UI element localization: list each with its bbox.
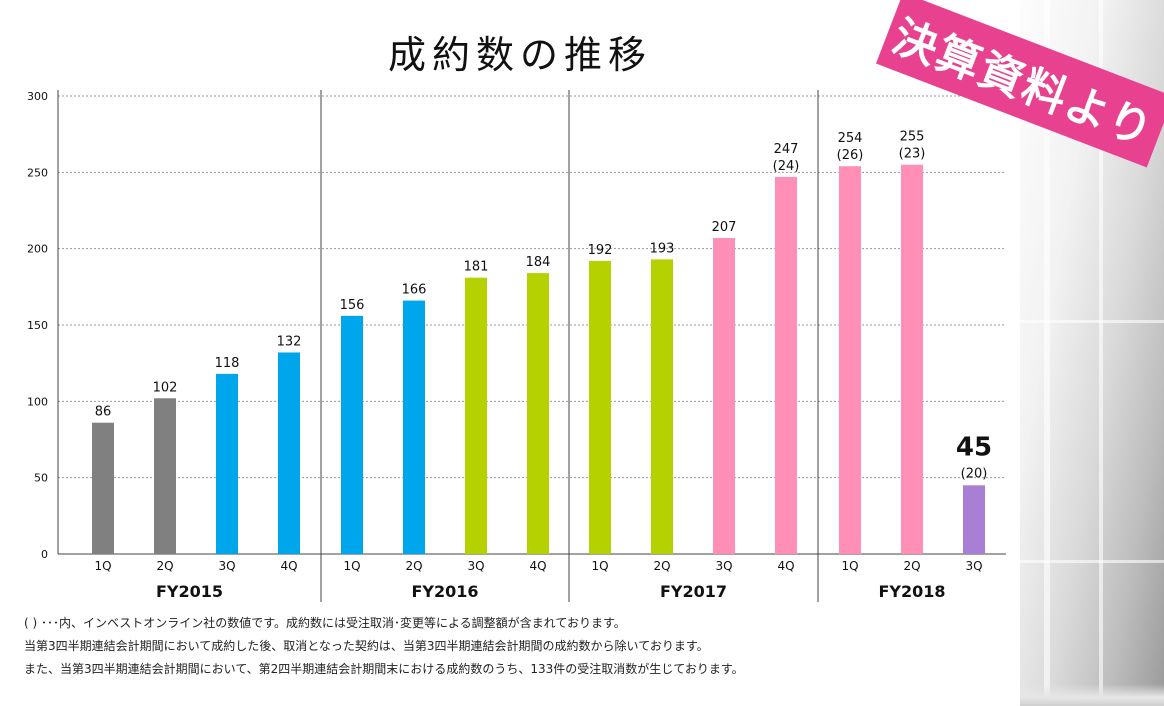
bar-value-label: 193	[650, 241, 675, 256]
bar-value-label: 156	[340, 298, 365, 313]
y-tick-label: 150	[27, 319, 48, 332]
x-tick-label: 3Q	[715, 559, 732, 573]
x-tick-label: 4Q	[777, 559, 794, 573]
bar	[216, 373, 238, 554]
bar	[527, 273, 549, 554]
x-tick-label: 3Q	[218, 559, 235, 573]
bar	[403, 300, 425, 554]
bar-value-label: 247	[774, 142, 799, 157]
footnotes: ( ) ･･･内、インベストオンライン社の数値です。成約数には受注取消･変更等に…	[24, 612, 1004, 681]
bar	[713, 237, 735, 555]
chart-title: 成約数の推移	[387, 33, 652, 77]
bar-sub-label: (20)	[961, 466, 988, 481]
bar	[963, 485, 985, 554]
x-tick-label: 2Q	[156, 559, 173, 573]
footnote: ( ) ･･･内、インベストオンライン社の数値です。成約数には受注取消･変更等に…	[24, 616, 626, 630]
bar	[839, 166, 861, 554]
bar-sub-label: (23)	[899, 147, 926, 162]
x-tick-label: 2Q	[653, 559, 670, 573]
bar-value-label: 254	[838, 131, 863, 146]
x-tick-label: 1Q	[343, 559, 360, 573]
bar	[589, 260, 611, 554]
bar-value-label: 166	[402, 283, 427, 298]
x-tick-label: 1Q	[94, 559, 111, 573]
x-tick-label: 3Q	[467, 559, 484, 573]
y-tick-label: 200	[27, 243, 48, 256]
bar	[154, 398, 176, 554]
bar	[278, 352, 300, 554]
x-tick-label: 3Q	[965, 559, 982, 573]
group-label: FY2017	[660, 582, 727, 601]
group-label: FY2018	[878, 582, 945, 601]
bar	[651, 259, 673, 554]
bar-value-label: 86	[95, 405, 112, 420]
x-tick-label: 4Q	[529, 559, 546, 573]
bar-value-label: 132	[277, 334, 302, 349]
x-tick-label: 4Q	[280, 559, 297, 573]
bar	[92, 422, 114, 554]
bar-value-label: 184	[526, 255, 551, 270]
bar	[775, 176, 797, 554]
bar-sub-label: (26)	[837, 148, 864, 163]
y-tick-label: 100	[27, 395, 48, 408]
group-label: FY2016	[411, 582, 478, 601]
footnote: また、当第3四半期連結会計期間において、第2四半期連結会計期間末における成約数の…	[24, 662, 744, 676]
y-tick-label: 0	[41, 548, 48, 561]
bar-value-label: 255	[900, 130, 925, 145]
y-tick-label: 250	[27, 166, 48, 179]
bar	[341, 315, 363, 554]
bar-value-label: 181	[464, 260, 489, 275]
bar-layer	[92, 164, 985, 555]
bar-sub-label: (24)	[773, 159, 800, 174]
y-tick-label: 300	[27, 90, 48, 103]
footnote: 当第3四半期連結会計期間において成約した後、取消となった契約は、当第3四半期連結…	[24, 639, 709, 653]
x-tick-label: 2Q	[405, 559, 422, 573]
bar-value-label: 45	[956, 432, 992, 462]
x-tick-label: 1Q	[841, 559, 858, 573]
label-layer: 0 50 100 150 200 250 300 86 1Q 102 2Q 118 3Q 132 4Q FY2…	[27, 90, 992, 601]
group-label: FY2015	[156, 582, 223, 601]
bar	[465, 277, 487, 554]
bar-value-label: 192	[588, 243, 613, 258]
x-tick-label: 2Q	[903, 559, 920, 573]
y-tick-label: 50	[34, 472, 48, 485]
bar-value-label: 102	[153, 380, 178, 395]
bar	[901, 164, 923, 554]
bar-value-label: 118	[215, 356, 240, 371]
x-tick-label: 1Q	[591, 559, 608, 573]
bar-value-label: 207	[712, 220, 737, 235]
